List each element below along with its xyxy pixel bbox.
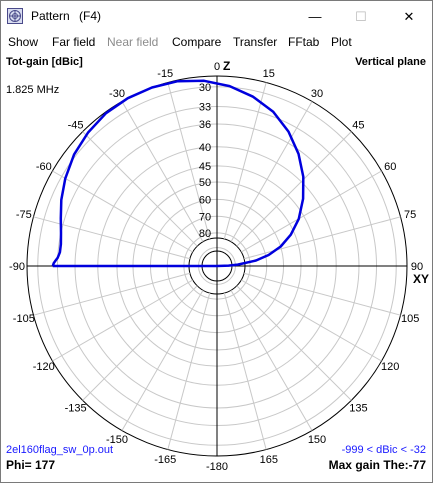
close-button[interactable]: ✕ <box>403 8 415 24</box>
radial-tick-label: 40 <box>199 142 211 154</box>
grid-spoke <box>240 170 382 253</box>
grid-spoke <box>52 170 194 253</box>
angle-tick-label: 45 <box>352 120 364 132</box>
menu-bar: Show Far field Near field Compare Transf… <box>1 32 432 52</box>
angle-tick-label: 60 <box>384 161 396 173</box>
angle-tick-label: -30 <box>109 88 125 100</box>
range-label: -999 < dBic < -32 <box>341 444 426 456</box>
frequency-label: 1.825 MHz <box>6 84 60 96</box>
grid-spoke <box>82 285 198 401</box>
radial-tick-label: 45 <box>199 161 211 173</box>
radial-tick-label: 33 <box>199 101 211 113</box>
grid-spoke <box>33 272 191 316</box>
angle-tick-label: 165 <box>260 454 278 466</box>
grid-spoke <box>167 82 211 240</box>
grid-spoke <box>167 292 211 450</box>
radial-tick-label: 60 <box>199 194 211 206</box>
angle-tick-label: -45 <box>68 120 84 132</box>
maximize-button[interactable]: ☐ <box>355 8 367 24</box>
title-bar[interactable]: Pattern (F4) — ☐ ✕ <box>1 1 432 32</box>
grid-spoke <box>52 279 194 362</box>
menu-far-field[interactable]: Far field <box>52 35 96 49</box>
menu-show[interactable]: Show <box>8 35 39 49</box>
pattern-trace <box>51 79 305 268</box>
angle-tick-label: 0 <box>214 61 220 73</box>
minimize-button[interactable]: — <box>308 9 322 24</box>
grid-spoke <box>223 82 267 240</box>
grid-spoke <box>121 101 204 243</box>
grid-spoke <box>243 272 401 316</box>
angle-tick-label: 90 <box>411 261 423 273</box>
grid-spoke <box>230 289 313 431</box>
file-name-label: 2el160flag_sw_0p.out <box>6 444 114 456</box>
radial-tick-label: 50 <box>199 177 211 189</box>
max-gain-label: Max gain The:-77 <box>328 458 426 472</box>
radial-tick-label: 36 <box>199 119 211 131</box>
angle-tick-label: -150 <box>106 434 128 446</box>
angle-tick-label: 75 <box>404 209 416 221</box>
menu-transfer[interactable]: Transfer <box>233 35 278 49</box>
grid-spoke <box>223 292 267 450</box>
plane-label: Vertical plane <box>355 56 426 68</box>
grid-spoke <box>121 289 204 431</box>
radial-tick-label: 70 <box>199 211 211 223</box>
xy-axis-label: XY <box>413 272 430 286</box>
grid-spoke <box>230 101 313 243</box>
angle-tick-label: -90 <box>9 261 25 273</box>
window-shortcut: (F4) <box>79 9 102 23</box>
menu-fftab[interactable]: FFtab <box>288 35 320 49</box>
polar-chart[interactable]: 0 15 30 45 60 75 90 105 120 135 150 165 -180 -165 -150… <box>1 52 432 482</box>
angle-tick-label: -75 <box>16 209 32 221</box>
window-title: Pattern (F4) <box>31 9 101 23</box>
grid-spoke <box>240 279 382 362</box>
angle-tick-label: -180 <box>206 461 228 473</box>
polar-plot-area[interactable]: 0 15 30 45 60 75 90 105 120 135 150 165 -180 -165 -150… <box>1 52 432 482</box>
phi-label: Phi= 177 <box>6 458 56 472</box>
grid-spoke <box>82 131 198 247</box>
radial-tick-label: 80 <box>199 228 211 240</box>
angle-tick-label: -15 <box>157 68 173 80</box>
angle-tick-label: 15 <box>263 68 275 80</box>
angle-tick-label: -120 <box>33 361 55 373</box>
grid-spoke <box>243 216 401 260</box>
angle-tick-label: -60 <box>36 161 52 173</box>
angle-tick-label: -105 <box>13 313 35 325</box>
angle-tick-label: 120 <box>381 361 399 373</box>
gain-label: Tot-gain [dBic] <box>6 56 83 68</box>
pattern-app-icon[interactable] <box>7 8 23 24</box>
menu-plot[interactable]: Plot <box>331 35 352 49</box>
menu-compare[interactable]: Compare <box>172 35 222 49</box>
z-axis-label: Z <box>223 59 231 73</box>
angle-tick-label: -165 <box>154 454 176 466</box>
angle-tick-label: 30 <box>311 88 323 100</box>
grid-spoke <box>236 131 352 247</box>
angle-tick-label: -135 <box>65 402 87 414</box>
grid-spoke <box>236 285 352 401</box>
radial-tick-label: 30 <box>199 82 211 94</box>
grid-spoke <box>33 216 191 260</box>
window-title-text: Pattern <box>31 9 70 23</box>
angle-tick-label: 150 <box>308 434 326 446</box>
menu-near-field[interactable]: Near field <box>107 35 159 49</box>
angle-tick-label: 105 <box>401 313 419 325</box>
angle-tick-label: 135 <box>349 402 367 414</box>
